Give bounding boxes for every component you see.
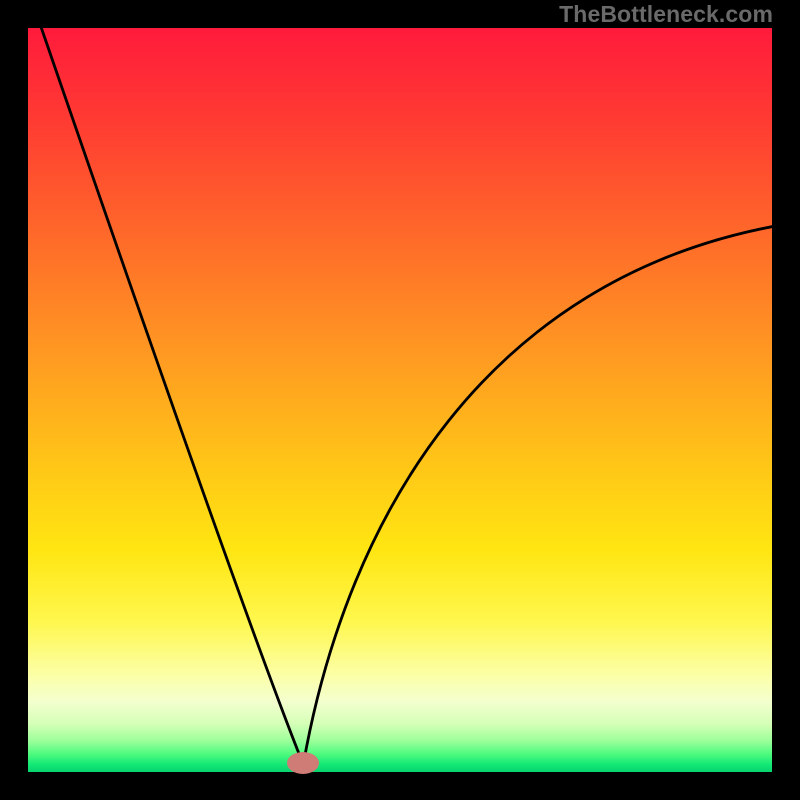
watermark-text: TheBottleneck.com — [559, 1, 773, 28]
plot-area — [28, 28, 772, 772]
chart-frame: TheBottleneck.com — [0, 0, 800, 800]
optimum-marker — [287, 752, 319, 774]
curve-path — [41, 28, 772, 765]
bottleneck-curve — [28, 28, 772, 772]
